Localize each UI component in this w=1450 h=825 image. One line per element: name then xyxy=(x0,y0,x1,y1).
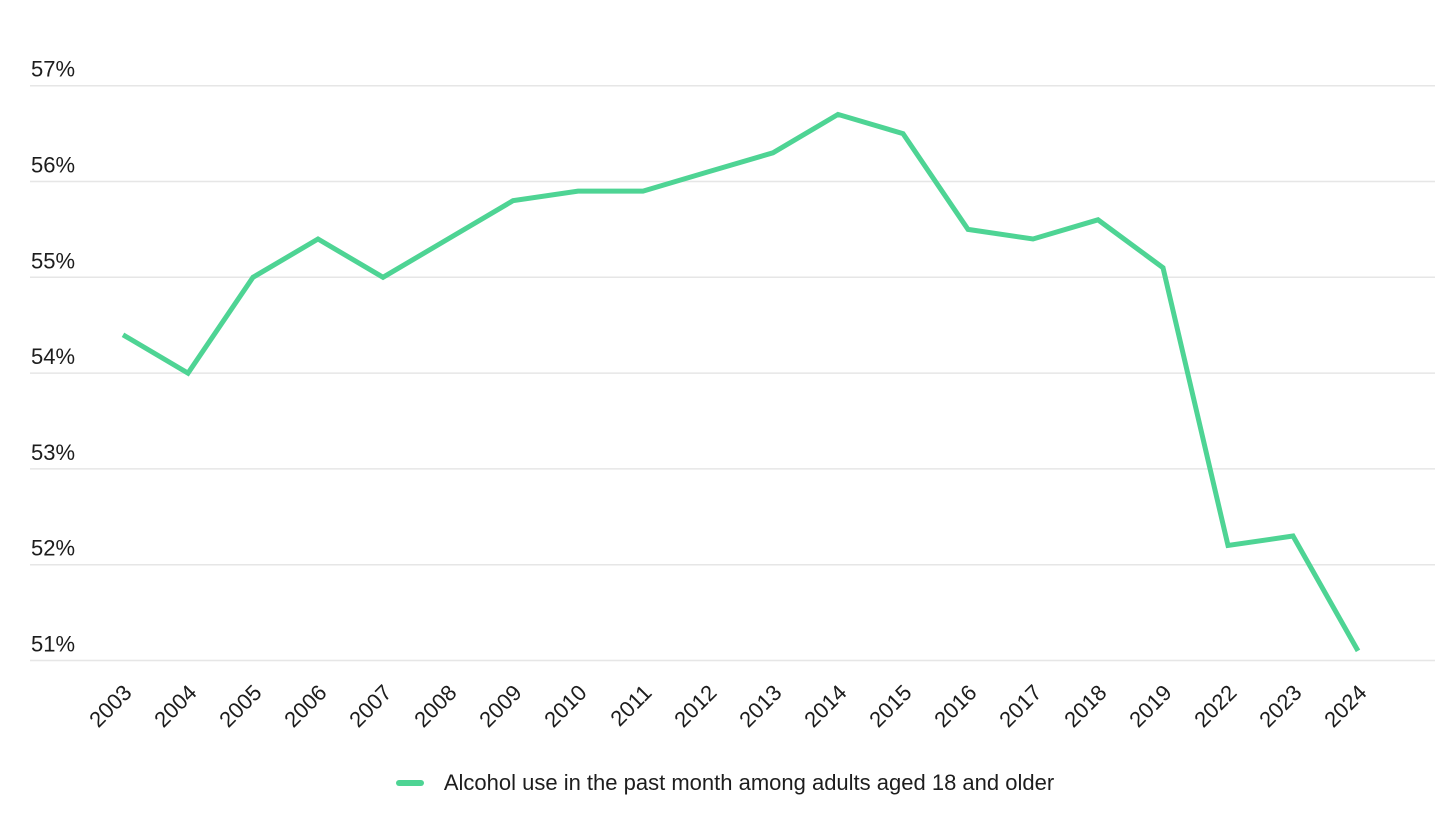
gridlines xyxy=(30,84,1435,662)
x-tick-label: 2023 xyxy=(1254,680,1306,732)
x-tick-label: 2012 xyxy=(669,680,721,732)
x-tick-label: 2008 xyxy=(409,680,461,732)
x-tick-label: 2022 xyxy=(1189,680,1241,732)
y-tick-label: 53% xyxy=(31,440,75,465)
y-tick-label: 51% xyxy=(31,632,75,657)
x-tick-label: 2013 xyxy=(734,680,786,732)
x-tick-label: 2007 xyxy=(344,680,396,732)
x-tick-label: 2016 xyxy=(929,680,981,732)
plot-area: 57%56%55%54%53%52%51% 2003 2004 2005 2006 20… xyxy=(30,57,1435,732)
x-tick-label: 2024 xyxy=(1319,680,1371,732)
x-tick-label: 2018 xyxy=(1059,680,1111,732)
y-axis-labels: 57% 56% 55% 54% 53% 52% 51% xyxy=(31,57,75,657)
x-tick-label: 2004 xyxy=(149,680,201,732)
y-tick-label: 54% xyxy=(31,344,75,369)
y-tick-label: 56% xyxy=(31,153,75,178)
x-tick-label: 2009 xyxy=(474,680,526,732)
x-axis-labels: 2003 2004 2005 2006 2007 2008 2009 2010 2011 2012… xyxy=(84,680,1371,732)
x-tick-label: 2011 xyxy=(605,680,656,731)
y-tick-label: 55% xyxy=(31,248,75,273)
legend: Alcohol use in the past month among adul… xyxy=(0,770,1450,796)
x-tick-label: 2005 xyxy=(214,680,266,732)
legend-label: Alcohol use in the past month among adul… xyxy=(443,770,1055,795)
legend-swatch-icon xyxy=(395,780,424,787)
x-tick-label: 2006 xyxy=(279,680,331,732)
x-tick-label: 2010 xyxy=(539,680,591,732)
x-tick-label: 2015 xyxy=(864,680,916,732)
y-tick-label: 57% xyxy=(31,57,75,82)
x-tick-label: 2019 xyxy=(1124,680,1176,732)
x-tick-label: 2003 xyxy=(84,680,136,732)
y-tick-label: 52% xyxy=(31,536,75,561)
x-tick-label: 2017 xyxy=(994,680,1046,732)
data-line xyxy=(121,111,1361,653)
x-tick-label: 2014 xyxy=(799,680,851,732)
